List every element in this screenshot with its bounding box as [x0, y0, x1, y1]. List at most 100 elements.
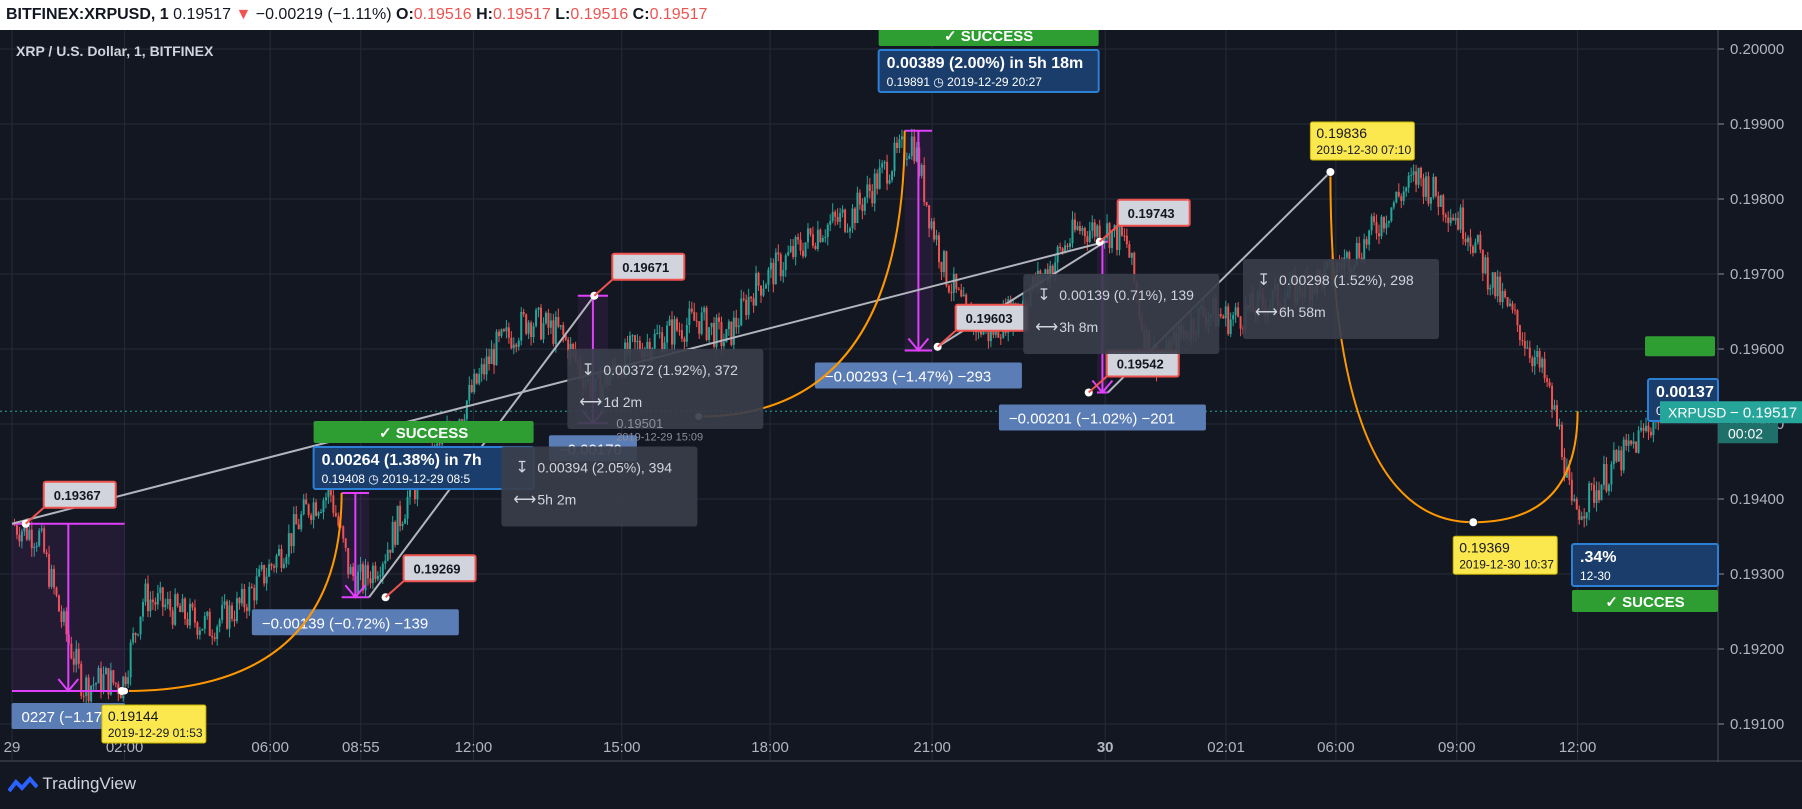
candle-body: [473, 373, 476, 392]
candle-body: [45, 552, 48, 555]
candle-body: [713, 322, 716, 347]
candle-body: [1454, 217, 1457, 221]
candle-body: [1486, 257, 1489, 290]
candle-body: [1481, 249, 1484, 274]
candle-body: [547, 312, 550, 328]
candle-body: [720, 321, 723, 347]
candle-body: [760, 285, 763, 296]
candle-body: [1385, 223, 1388, 229]
candle-body: [196, 622, 199, 635]
candle-body: [1120, 224, 1123, 236]
candle-body: [945, 251, 948, 286]
candle-body: [117, 684, 120, 694]
countdown-text: 00:02: [1728, 425, 1763, 441]
candle-body: [386, 549, 389, 561]
candle-body: [1635, 441, 1638, 453]
candle-body: [940, 262, 943, 273]
close-value: 0.19517: [649, 6, 708, 23]
candle-body: [933, 221, 936, 240]
candle-body: [104, 668, 107, 675]
candle-body: [829, 221, 832, 225]
candle-body: [349, 566, 352, 575]
candle-body: [883, 161, 886, 164]
price-chart[interactable]: 0.191000.192000.193000.194000.195000.196…: [0, 30, 1802, 762]
price-label-date: 2019-12-29 01:53: [108, 726, 203, 740]
candle-body: [1543, 358, 1546, 379]
range-label-text: −0.00139 (−0.72%) −139: [262, 615, 428, 632]
candle-body: [347, 547, 350, 575]
candle-body: [853, 208, 856, 224]
range-label-box: [998, 404, 1206, 431]
candle-body: [48, 554, 51, 587]
tradingview-logo[interactable]: TradingView: [7, 774, 136, 794]
candle-body: [858, 192, 861, 205]
candle-body: [156, 593, 159, 605]
candle-body: [779, 254, 782, 277]
candle-body: [1051, 265, 1054, 276]
price-label-value: 0.19144: [108, 708, 159, 724]
footer: TradingView: [0, 762, 1802, 809]
current-price-value: − 0.19517: [1730, 404, 1797, 421]
current-price-symbol: XRPUSD: [1668, 404, 1726, 420]
candle-body: [15, 525, 18, 535]
candle-body: [179, 605, 182, 613]
candle-body: [552, 320, 555, 344]
countdown-badge: [1718, 423, 1778, 444]
candle-body: [1548, 382, 1551, 386]
candle-body: [782, 270, 785, 277]
candle-body: [999, 337, 1002, 339]
range-label-text: 0227 (−1.17: [22, 709, 103, 726]
candle-body: [201, 628, 204, 631]
open-value: 0.19516: [413, 6, 472, 23]
candle-body: [727, 321, 730, 330]
candle-body: [1615, 450, 1618, 462]
candle-body: [821, 237, 824, 242]
candle-body: [1420, 167, 1423, 179]
candle-body: [1422, 178, 1425, 197]
price-label-value: 0.19369: [1459, 539, 1510, 555]
candle-body: [401, 523, 404, 526]
candle-body: [1556, 405, 1558, 427]
candle-body: [1521, 340, 1524, 342]
candle-body: [483, 364, 486, 375]
candle-body: [1647, 425, 1650, 432]
candle-body: [1128, 244, 1131, 258]
candle-body: [1467, 237, 1470, 243]
candle-body: [525, 314, 528, 334]
candle-body: [1528, 347, 1531, 359]
candle-body: [1511, 303, 1514, 310]
measure-value: 0.00298 (1.52%), 298: [1279, 272, 1414, 288]
candle-body: [80, 663, 83, 696]
candle-body: [876, 173, 879, 189]
candle-body: [85, 677, 88, 697]
candle-body: [268, 564, 271, 577]
candle-body: [1073, 219, 1076, 230]
candle-body: [700, 312, 703, 334]
candle-body: [502, 329, 505, 332]
success-box-sub: 12-30: [1580, 569, 1611, 583]
candle-body: [277, 549, 280, 556]
candle-body: [1630, 440, 1633, 444]
candle-body: [1444, 214, 1447, 218]
candle-body: [1442, 195, 1445, 215]
candle-body: [134, 633, 137, 635]
candle-body: [285, 556, 288, 564]
candle-body: [685, 325, 688, 342]
candle-body: [193, 607, 196, 623]
candle-body: [253, 587, 256, 601]
candle-body: [1115, 224, 1118, 250]
candle-body: [226, 601, 229, 629]
candle-body: [438, 443, 441, 445]
candle-body: [1469, 237, 1472, 247]
candle-body: [275, 555, 278, 568]
candle-body: [404, 518, 407, 524]
candle-body: [359, 564, 362, 572]
candle-body: [1378, 233, 1381, 237]
candle-body: [663, 342, 666, 352]
candle-body: [1620, 450, 1623, 471]
symbol-label[interactable]: BITFINEX:XRPUSD, 1: [6, 6, 169, 23]
candle-body: [1410, 174, 1413, 176]
candle-body: [290, 533, 293, 547]
candle-body: [1083, 228, 1086, 237]
success-box-sub: 0.19408 ◷ 2019-12-29 08:5: [322, 472, 471, 486]
